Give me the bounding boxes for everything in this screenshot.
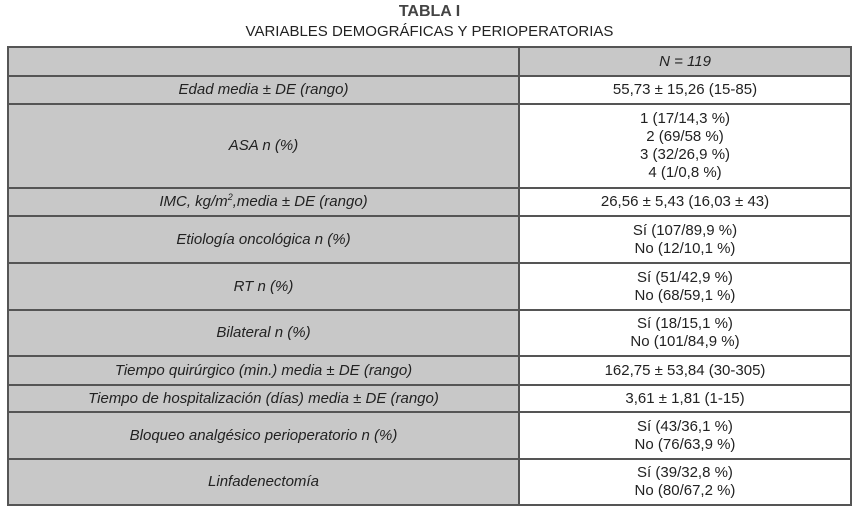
- label-part: ,media ± DE (rango): [232, 193, 368, 210]
- table-title: TABLA I: [398, 3, 461, 20]
- value-line: 3,61 ± 1,81 (1-15): [625, 389, 745, 407]
- label-part: IMC, kg/m: [159, 193, 228, 210]
- table-row: ASA n (%) 1 (17/14,3 %) 2 (69/58 %) 3 (32/…: [7, 103, 852, 189]
- value-line: Sí (43/36,1 %): [637, 417, 733, 435]
- value-line: No (101/84,9 %): [630, 333, 740, 350]
- row-label: Bilateral n (%): [7, 309, 520, 357]
- row-value: Sí (43/36,1 %) No (76/63,9 %): [518, 411, 852, 460]
- table-row: Bloqueo analgésico perioperatorio n (%) …: [7, 411, 852, 460]
- row-label: Linfadenectomía: [7, 458, 520, 506]
- label-superscript: 2: [227, 192, 233, 202]
- header-label-cell: [7, 46, 520, 77]
- value-line: 26,56 ± 5,43 (16,03 ± 43): [600, 193, 770, 210]
- table-subtitle: VARIABLES DEMOGRÁFICAS Y PERIOPERATORIAS: [245, 23, 614, 40]
- value-line: Sí (107/89,9 %): [632, 221, 738, 239]
- row-value: 1 (17/14,3 %) 2 (69/58 %) 3 (32/26,9 %) 4 (…: [518, 103, 852, 189]
- table-row: Edad media ± DE (rango) 55,73 ± 15,26 (1…: [7, 75, 852, 105]
- row-value: 3,61 ± 1,81 (1-15): [518, 384, 852, 413]
- header-value-cell: N = 119: [518, 46, 852, 77]
- row-label: IMC, kg/m2,media ± DE (rango): [7, 187, 520, 217]
- value-line: No (76/63,9 %): [634, 435, 736, 453]
- value-line: No (12/10,1 %): [634, 239, 736, 257]
- table-header-row: N = 119: [7, 46, 852, 77]
- table-row: IMC, kg/m2,media ± DE (rango) 26,56 ± 5,…: [7, 187, 852, 217]
- row-label: Tiempo quirúrgico (min.) media ± DE (ran…: [7, 355, 520, 386]
- row-value: Sí (18/15,1 %) No (101/84,9 %): [518, 309, 852, 357]
- table-row: Etiología oncológica n (%) Sí (107/89,9 …: [7, 215, 852, 264]
- value-line: 2 (69/58 %): [646, 128, 724, 145]
- data-table: N = 119 Edad media ± DE (rango) 55,73 ± …: [7, 46, 852, 506]
- row-label: Bloqueo analgésico perioperatorio n (%): [7, 411, 520, 460]
- value-line: Sí (51/42,9 %): [637, 268, 733, 286]
- row-value: 26,56 ± 5,43 (16,03 ± 43): [518, 187, 852, 217]
- value-line: 55,73 ± 15,26 (15-85): [612, 81, 758, 98]
- value-line: 3 (32/26,9 %): [639, 146, 731, 163]
- row-label: RT n (%): [7, 262, 520, 311]
- value-line: 1 (17/14,3 %): [639, 110, 731, 127]
- row-value: Sí (39/32,8 %) No (80/67,2 %): [518, 458, 852, 506]
- row-value: 162,75 ± 53,84 (30-305): [518, 355, 852, 386]
- value-line: 162,75 ± 53,84 (30-305): [604, 361, 766, 379]
- table-row: RT n (%) Sí (51/42,9 %) No (68/59,1 %): [7, 262, 852, 311]
- value-line: Sí (39/32,8 %): [637, 464, 733, 481]
- value-line: No (80/67,2 %): [634, 482, 736, 499]
- row-label: ASA n (%): [7, 103, 520, 189]
- value-line: Sí (18/15,1 %): [637, 315, 733, 332]
- row-label: Tiempo de hospitalización (días) media ±…: [7, 384, 520, 413]
- table-row: Linfadenectomía Sí (39/32,8 %) No (80/67,…: [7, 458, 852, 506]
- row-value: Sí (51/42,9 %) No (68/59,1 %): [518, 262, 852, 311]
- table-row: Bilateral n (%) Sí (18/15,1 %) No (101/84…: [7, 309, 852, 357]
- row-value: Sí (107/89,9 %) No (12/10,1 %): [518, 215, 852, 264]
- table-row: Tiempo de hospitalización (días) media ±…: [7, 384, 852, 413]
- value-line: No (68/59,1 %): [634, 286, 736, 304]
- row-label: Edad media ± DE (rango): [7, 75, 520, 105]
- row-value: 55,73 ± 15,26 (15-85): [518, 75, 852, 105]
- table-row: Tiempo quirúrgico (min.) media ± DE (ran…: [7, 355, 852, 386]
- value-line: 4 (1/0,8 %): [648, 164, 722, 181]
- row-label: Etiología oncológica n (%): [7, 215, 520, 264]
